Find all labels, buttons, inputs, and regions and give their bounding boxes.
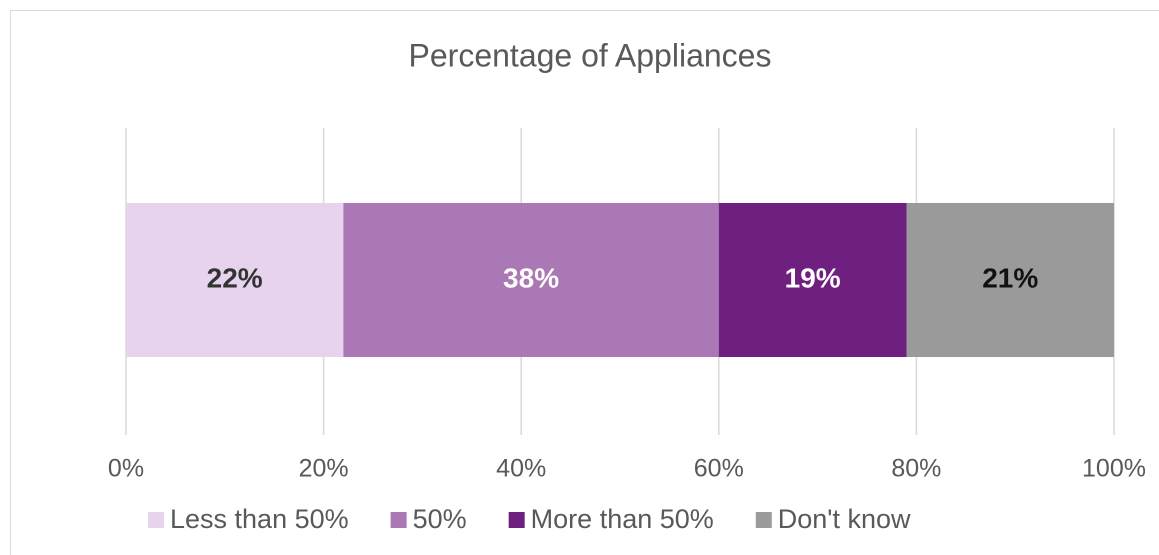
- x-tick-label: 100%: [1082, 455, 1146, 483]
- legend-marker: [148, 512, 164, 528]
- data-label: 19%: [785, 262, 841, 293]
- data-label: 21%: [982, 262, 1038, 293]
- x-tick-label: 0%: [108, 455, 144, 483]
- chart-title: Percentage of Appliances: [409, 37, 772, 73]
- data-label: 38%: [503, 262, 559, 293]
- legend-marker: [390, 512, 407, 528]
- bar-segment: [343, 203, 719, 357]
- data-label: 22%: [207, 262, 263, 293]
- legend-label: Don't know: [778, 504, 911, 534]
- x-tick-label: 80%: [891, 455, 941, 483]
- bar-segment: [126, 203, 344, 357]
- x-tick-label: 60%: [694, 455, 744, 483]
- bar-segment: [906, 203, 1114, 357]
- legend-marker: [508, 512, 525, 528]
- x-tick-label: 40%: [496, 455, 546, 483]
- legend-marker: [755, 512, 772, 528]
- legend-label: 50%: [413, 504, 467, 534]
- bar-segment: [718, 203, 907, 357]
- legend-label: Less than 50%: [170, 504, 349, 534]
- x-tick-label: 20%: [299, 455, 349, 483]
- legend-label: More than 50%: [531, 504, 714, 534]
